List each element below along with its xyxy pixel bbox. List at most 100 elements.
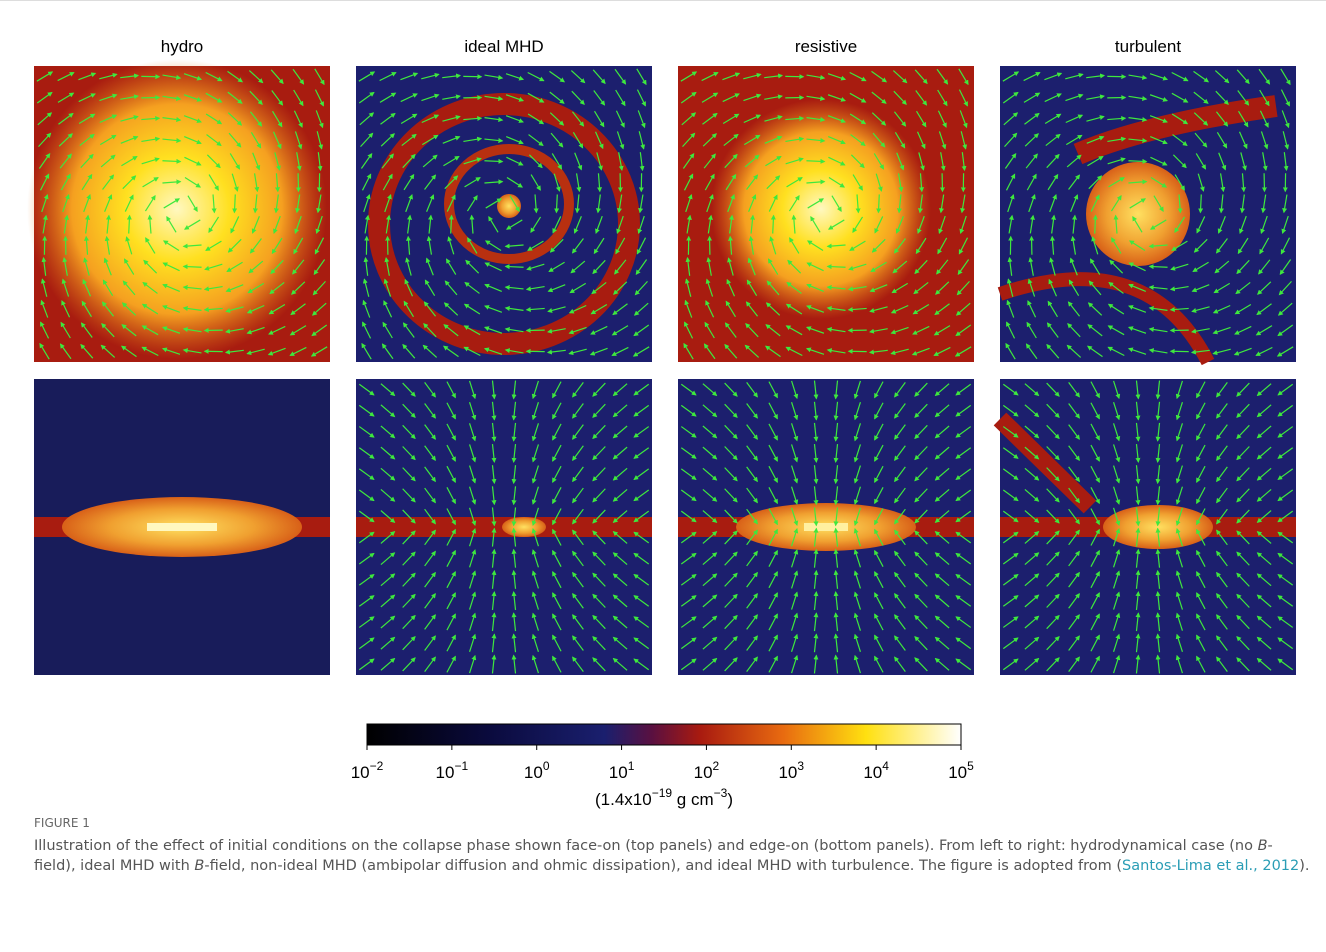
velocity-arrow (828, 156, 846, 166)
velocity-arrow (120, 345, 137, 358)
velocity-arrow (162, 283, 180, 292)
velocity-arrow (702, 467, 718, 481)
velocity-arrow (890, 348, 909, 356)
velocity-arrow (874, 423, 884, 441)
velocity-arrow (531, 591, 540, 610)
citation-link[interactable]: Santos-Lima et al., 2012 (1122, 858, 1300, 874)
velocity-arrow (768, 655, 778, 673)
velocity-arrow (549, 91, 565, 104)
velocity-arrow (205, 71, 223, 82)
velocity-arrow (768, 194, 778, 212)
velocity-arrow (724, 424, 738, 440)
velocity-arrow (273, 194, 279, 214)
velocity-arrow (896, 152, 905, 171)
velocity-arrow (615, 110, 625, 128)
velocity-arrow (849, 240, 866, 251)
velocity-arrow (463, 325, 481, 336)
velocity-arrow (83, 235, 89, 255)
velocity-arrow (184, 176, 202, 188)
velocity-arrow (358, 616, 375, 628)
velocity-arrow (853, 528, 862, 547)
velocity-arrow (639, 152, 645, 172)
velocity-arrow (183, 219, 201, 230)
velocity-arrow (592, 488, 606, 503)
velocity-arrow (919, 173, 925, 193)
velocity-arrow (612, 383, 628, 397)
velocity-arrow (485, 198, 503, 209)
caption-body: Illustration of the effect of initial co… (34, 836, 1314, 876)
velocity-arrow (402, 424, 416, 440)
velocity-arrow (724, 153, 738, 169)
velocity-arrow (444, 280, 458, 296)
velocity-arrow (729, 214, 735, 234)
velocity-arrow (271, 90, 284, 106)
velocity-arrow (892, 260, 908, 274)
velocity-arrow (162, 305, 181, 313)
velocity-arrow (443, 155, 460, 167)
velocity-arrow (743, 114, 762, 124)
velocity-arrow (466, 194, 478, 212)
velocity-arrow (289, 346, 307, 356)
velocity-arrow (225, 284, 244, 293)
velocity-arrow (295, 194, 301, 214)
velocity-arrow (36, 71, 54, 82)
velocity-arrow (446, 592, 456, 610)
colorbar-tick-label: 105 (948, 759, 974, 782)
velocity-arrow (402, 593, 416, 608)
velocity-arrow (424, 635, 436, 651)
velocity-arrow (702, 615, 718, 629)
velocity-arrow (380, 636, 396, 650)
velocity-arrow (572, 635, 584, 651)
velocity-arrow (724, 322, 737, 338)
velocity-arrow (380, 510, 396, 523)
velocity-arrow (724, 593, 738, 608)
velocity-arrow (848, 263, 867, 271)
velocity-arrow (101, 323, 115, 338)
velocity-arrow (592, 572, 606, 587)
tick-base: 10 (351, 763, 370, 782)
velocity-arrow (615, 89, 626, 107)
velocity-arrow (469, 214, 475, 234)
velocity-arrow (424, 592, 436, 609)
velocity-arrow (746, 656, 758, 673)
velocity-arrow (468, 444, 477, 463)
velocity-arrow (293, 110, 303, 128)
velocity-arrow (509, 195, 520, 213)
velocity-arrow (806, 240, 824, 252)
velocity-arrow (402, 382, 416, 397)
velocity-arrow (380, 425, 396, 439)
tick-base: 10 (524, 763, 543, 782)
velocity-arrow (552, 402, 562, 420)
velocity-arrow (682, 132, 696, 148)
velocity-arrow (595, 194, 601, 214)
velocity-arrow (614, 259, 627, 275)
velocity-arrow (826, 348, 846, 354)
velocity-arrow (380, 594, 396, 608)
velocity-arrow (874, 592, 884, 610)
velocity-arrow (702, 531, 718, 544)
velocity-arrow (531, 401, 540, 421)
velocity-arrow (855, 194, 861, 214)
velocity-arrow (144, 194, 156, 212)
velocity-arrow (361, 173, 372, 191)
velocity-arrow (360, 132, 374, 148)
velocity-arrow (790, 570, 799, 589)
velocity-arrow (531, 549, 540, 568)
velocity-arrow (853, 612, 862, 631)
velocity-arrow (746, 279, 758, 297)
core (497, 194, 521, 218)
velocity-arrow (937, 237, 948, 255)
velocity-arrow (38, 132, 52, 148)
velocity-arrow (380, 531, 396, 544)
velocity-arrow (961, 152, 967, 172)
velocity-arrow (362, 299, 371, 318)
velocity-arrow (208, 174, 219, 191)
velocity-arrow (402, 403, 416, 418)
velocity-arrow (746, 635, 758, 651)
velocity-arrow (702, 552, 718, 566)
velocity-arrow (546, 349, 566, 355)
velocity-arrow (914, 424, 928, 440)
velocity-arrow (592, 636, 606, 651)
velocity-arrow (102, 279, 114, 297)
velocity-arrow (358, 447, 375, 459)
